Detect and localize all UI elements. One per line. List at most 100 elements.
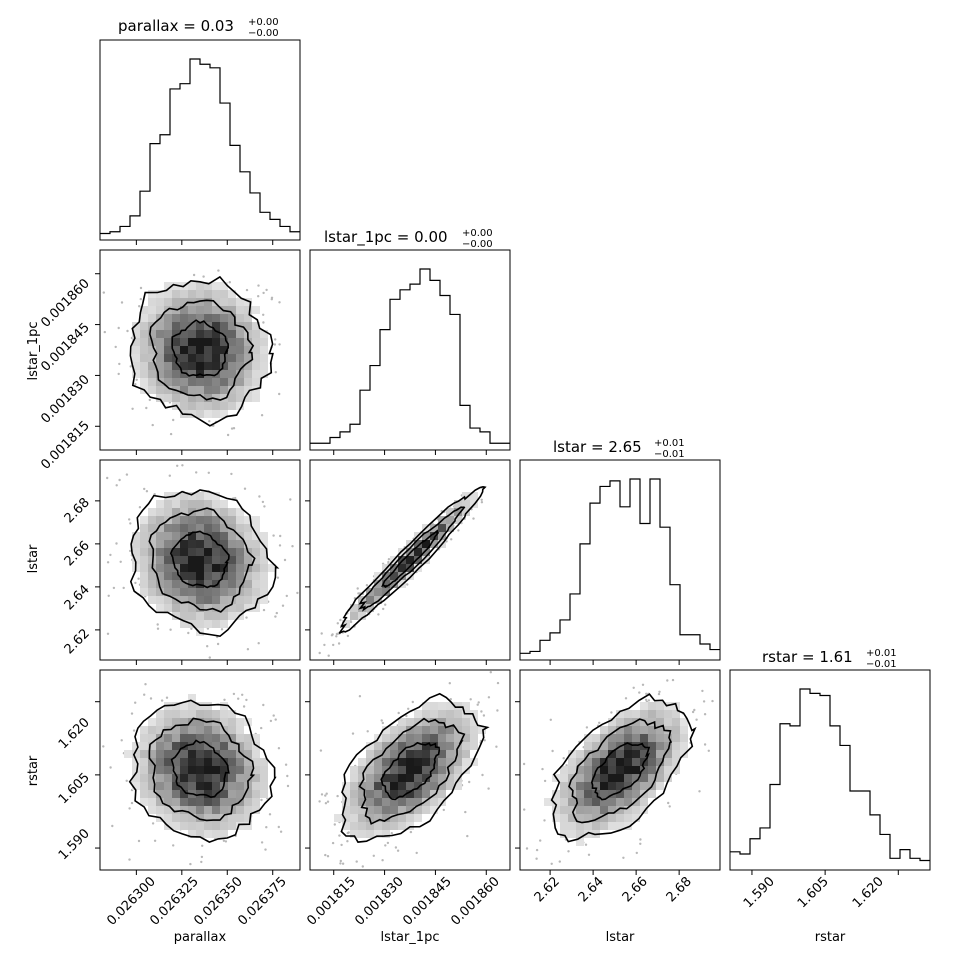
density-cell [204,508,212,516]
sample-point [325,792,328,795]
density-cell [180,742,188,750]
density-cell [608,774,616,782]
sample-point [284,763,288,766]
density-cell [568,822,576,830]
density-cell [656,758,664,766]
density-cell [156,710,164,718]
sample-point [320,793,324,796]
density-cell [156,766,164,774]
density-cell [212,758,220,766]
sample-point [120,739,123,742]
density-cell [422,710,430,718]
density-cell [244,750,252,758]
sample-point [339,859,342,863]
sample-point [622,856,625,859]
density-cell [236,394,244,402]
density-cell [180,612,188,620]
density-cell [260,790,268,798]
density-cell [244,556,252,564]
density-cell [148,596,156,604]
density-cell [422,782,430,790]
density-cell [236,370,244,378]
density-cell [600,766,608,774]
density-cell [196,814,204,822]
density-cell [382,750,390,758]
density-cell [600,734,608,742]
density-cell [656,782,664,790]
density-cell [252,604,260,612]
density-cell [180,386,188,394]
density-cell [462,508,470,516]
sample-point [355,860,358,863]
density-cell [632,774,640,782]
density-cell [196,766,204,774]
density-cell [236,556,244,564]
density-cell [584,830,592,838]
density-cell [422,540,430,548]
density-cell [236,298,244,306]
histogram-parallax [100,58,300,235]
density-cell [172,548,180,556]
density-cell [446,516,454,524]
density-cell [366,806,374,814]
density-cell [196,298,204,306]
density-cell [584,822,592,830]
sample-point [216,642,220,646]
sample-point [598,721,601,724]
density-cell [446,726,454,734]
density-cell [624,774,632,782]
density-cell [608,806,616,814]
xlabel-lstar-1pc: lstar_1pc [381,930,440,945]
density-cell [204,548,212,556]
sample-point [397,711,400,715]
density-cell [204,564,212,572]
density-cell [212,596,220,604]
density-cell [180,354,188,362]
density-cell [196,556,204,564]
panel-lstar_1pc-hist [309,249,511,455]
sample-point [275,611,278,615]
density-cell [358,830,366,838]
sample-point [201,844,204,847]
density-cell [600,822,608,830]
density-cell [172,322,180,330]
density-cell [212,282,220,290]
density-cell [172,346,180,354]
density-cell [148,524,156,532]
sample-point [262,703,265,707]
density-cell [140,572,148,580]
density-cell [236,330,244,338]
density-cell [268,564,276,572]
density-cell [648,702,656,710]
sample-point [103,330,107,334]
density-cell [390,766,398,774]
contour-level-3 [550,693,697,843]
density-cell [140,532,148,540]
density-cell [366,782,374,790]
contour-level-1 [381,529,440,589]
density-cell [172,572,180,580]
sample-point [232,692,236,696]
sample-point [260,726,263,730]
density-cell [236,790,244,798]
density-cell [252,378,260,386]
density-cell [180,524,188,532]
density-cell [148,314,156,322]
density-cell [148,766,156,774]
density-cell [624,726,632,734]
title-rstar-main: rstar = 1.61 [762,648,853,666]
sample-point [278,343,281,346]
density-cell [148,290,156,298]
density-cell [592,798,600,806]
density-cell [616,774,624,782]
density-cell [164,532,172,540]
density-cell [228,572,236,580]
sample-point [541,767,544,771]
density-cell [398,742,406,750]
density-cell [584,774,592,782]
sample-point [114,345,117,349]
density-cell [180,556,188,564]
density-cell [632,710,640,718]
density-cell [244,314,252,322]
density-cell [422,742,430,750]
